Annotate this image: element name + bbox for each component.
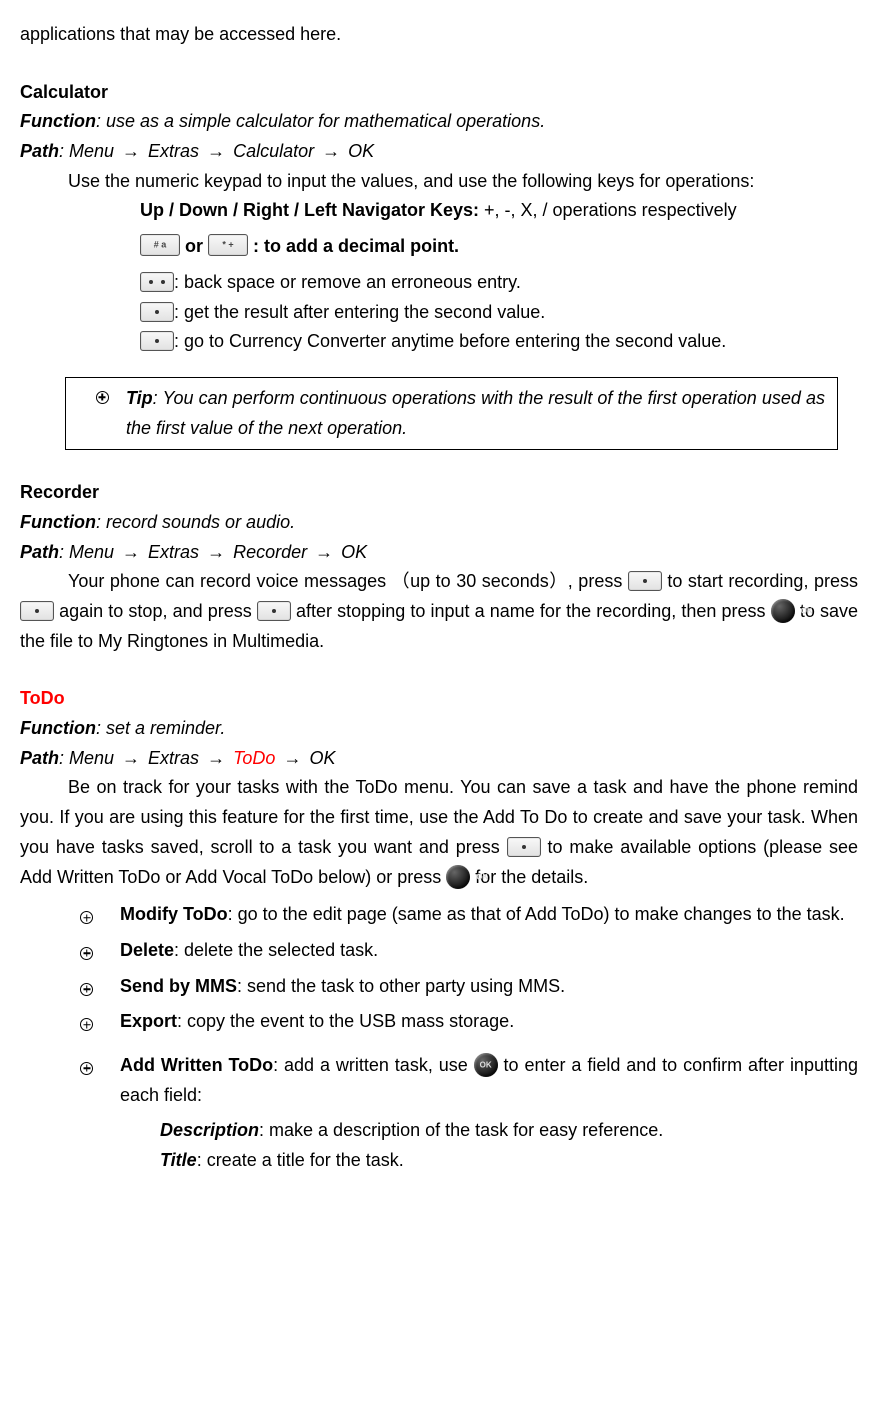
bullet-icon	[80, 1062, 93, 1075]
hash-key-icon: # a	[140, 234, 180, 256]
ok-key-icon	[771, 599, 795, 623]
recorder-function: Function: record sounds or audio.	[20, 508, 858, 538]
left-softkey-icon	[140, 331, 174, 351]
arrow-icon: →	[319, 141, 343, 161]
decimal-line: # a or * + : to add a decimal point.	[140, 232, 858, 262]
field-description: Description: make a description of the t…	[160, 1116, 858, 1146]
bullet-icon	[80, 983, 93, 996]
todo-heading: ToDo	[20, 684, 858, 714]
list-item: Export: copy the event to the USB mass s…	[80, 1007, 858, 1037]
bullet-icon	[80, 947, 93, 960]
star-key-icon: * +	[208, 234, 248, 256]
left-softkey-icon	[140, 302, 174, 322]
ok-key-icon	[446, 865, 470, 889]
calculator-heading: Calculator	[20, 78, 858, 108]
todo-body: Be on track for your tasks with the ToDo…	[20, 773, 858, 892]
todo-options-list: Modify ToDo: go to the edit page (same a…	[20, 900, 858, 1176]
recorder-body: Your phone can record voice messages （up…	[20, 567, 858, 656]
function-label: Function	[20, 111, 96, 131]
function-text: : use as a simple calculator for mathema…	[96, 111, 545, 131]
list-item: Delete: delete the selected task.	[80, 936, 858, 966]
calculator-body: Use the numeric keypad to input the valu…	[20, 167, 858, 197]
bullet-icon	[80, 1018, 93, 1031]
arrow-icon: →	[312, 542, 336, 562]
calculator-function: Function: use as a simple calculator for…	[20, 107, 858, 137]
right-softkey-icon	[140, 272, 174, 292]
converter-line: : go to Currency Converter anytime befor…	[140, 327, 858, 357]
left-softkey-icon	[628, 571, 662, 591]
arrow-icon: →	[280, 748, 304, 768]
path-label: Path	[20, 141, 59, 161]
arrow-icon: →	[204, 542, 228, 562]
tip-box: Tip: You can perform continuous operatio…	[65, 377, 838, 450]
bullet-icon	[96, 391, 109, 404]
recorder-heading: Recorder	[20, 478, 858, 508]
field-title: Title: create a title for the task.	[160, 1146, 858, 1176]
left-softkey-icon	[507, 837, 541, 857]
arrow-icon: →	[119, 542, 143, 562]
result-line: : get the result after entering the seco…	[140, 298, 858, 328]
intro-text: applications that may be accessed here.	[20, 20, 858, 50]
nav-keys-line: Up / Down / Right / Left Navigator Keys:…	[140, 196, 858, 226]
ok-key-icon	[474, 1053, 498, 1077]
backspace-line: : back space or remove an erroneous entr…	[140, 268, 858, 298]
arrow-icon: →	[204, 748, 228, 768]
list-item: Modify ToDo: go to the edit page (same a…	[80, 900, 858, 930]
todo-path: Path: Menu → Extras → ToDo → OK	[20, 744, 858, 774]
left-softkey-icon	[257, 601, 291, 621]
arrow-icon: →	[204, 141, 228, 161]
todo-function: Function: set a reminder.	[20, 714, 858, 744]
calculator-path: Path: Menu → Extras → Calculator → OK	[20, 137, 858, 167]
arrow-icon: →	[119, 141, 143, 161]
left-softkey-icon	[20, 601, 54, 621]
list-item: Send by MMS: send the task to other part…	[80, 972, 858, 1002]
bullet-icon	[80, 911, 93, 924]
recorder-path: Path: Menu → Extras → Recorder → OK	[20, 538, 858, 568]
list-item: Add Written ToDo: add a written task, us…	[80, 1051, 858, 1176]
arrow-icon: →	[119, 748, 143, 768]
